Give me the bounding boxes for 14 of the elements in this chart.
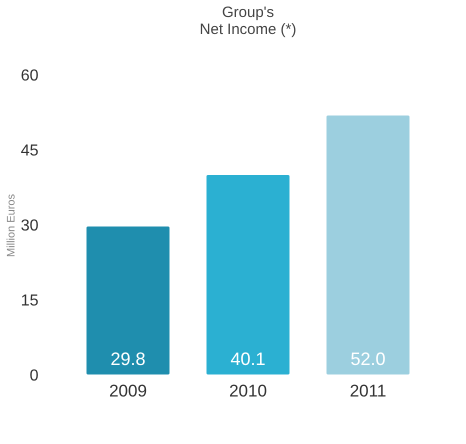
- y-tick-label: 30: [20, 218, 39, 234]
- data-label: 52.0: [350, 349, 386, 369]
- x-tick-label: 2009: [109, 382, 147, 400]
- y-tick-label: 45: [20, 142, 39, 160]
- data-label: 40.1: [230, 349, 266, 369]
- x-tick-label: 2010: [229, 382, 267, 400]
- y-axis-title: Million Euros: [6, 194, 18, 257]
- x-tick-label: 2011: [350, 382, 386, 400]
- text: Group's: [222, 4, 274, 21]
- y-tick-label: 15: [20, 292, 39, 310]
- text: Net Income (*): [200, 21, 296, 38]
- y-tick-label: 60: [20, 68, 39, 84]
- data-label: 29.8: [110, 349, 146, 369]
- y-tick-label: 0: [30, 368, 39, 384]
